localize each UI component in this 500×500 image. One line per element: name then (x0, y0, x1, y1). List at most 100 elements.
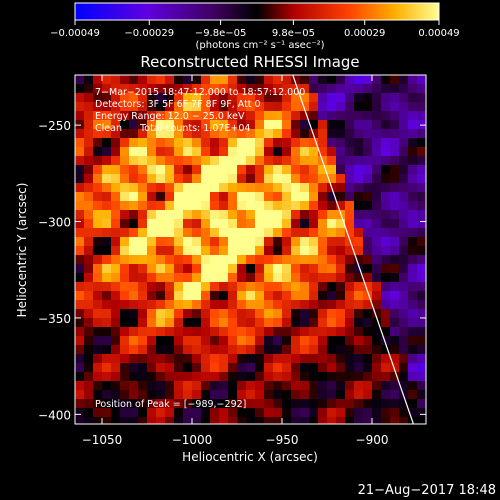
heatmap-cell (129, 264, 138, 273)
heatmap-cell (264, 111, 273, 120)
heatmap-cell (291, 417, 300, 424)
heatmap-cell (399, 291, 408, 300)
heatmap-cell (363, 84, 372, 93)
heatmap-cell (291, 318, 300, 327)
heatmap-cell (399, 183, 408, 192)
heatmap-cell (147, 372, 156, 381)
heatmap-cell (417, 138, 426, 147)
heatmap-cell (381, 228, 390, 237)
heatmap-cell (93, 174, 102, 183)
heatmap-cell (228, 381, 237, 390)
heatmap-cell (210, 354, 219, 363)
heatmap-cell (363, 264, 372, 273)
heatmap-cell (300, 102, 309, 111)
heatmap-cell (183, 219, 192, 228)
heatmap-cell (129, 156, 138, 165)
heatmap-cell (120, 336, 129, 345)
heatmap-cell (345, 354, 354, 363)
heatmap-cell (192, 255, 201, 264)
heatmap-cell (147, 237, 156, 246)
heatmap-cell (138, 228, 147, 237)
heatmap-cell (309, 174, 318, 183)
heatmap-cell (327, 93, 336, 102)
heatmap-cell (390, 84, 399, 93)
heatmap-cell (363, 210, 372, 219)
heatmap-cell (237, 111, 246, 120)
heatmap-cell (273, 354, 282, 363)
y-tick-label: −300 (38, 216, 71, 230)
heatmap-cell (120, 228, 129, 237)
heatmap-cell (291, 120, 300, 129)
heatmap-cell (309, 138, 318, 147)
heatmap-cell (228, 399, 237, 408)
heatmap-cell (129, 210, 138, 219)
heatmap-cell (282, 120, 291, 129)
heatmap-cell (219, 381, 228, 390)
heatmap-cell (345, 363, 354, 372)
heatmap-cell (354, 174, 363, 183)
heatmap-cell (318, 228, 327, 237)
heatmap-cell (156, 228, 165, 237)
heatmap-cell (75, 336, 84, 345)
heatmap-cell (210, 219, 219, 228)
heatmap-cell (156, 120, 165, 129)
heatmap-cell (210, 291, 219, 300)
heatmap-cell (192, 129, 201, 138)
heatmap-cell (84, 309, 93, 318)
heatmap-cell (390, 309, 399, 318)
heatmap-cell (201, 183, 210, 192)
heatmap-cell (228, 354, 237, 363)
heatmap-cell (300, 111, 309, 120)
heatmap-cell (291, 354, 300, 363)
heatmap-cell (201, 390, 210, 399)
heatmap-cell (354, 390, 363, 399)
heatmap-cell (336, 111, 345, 120)
heatmap-cell (138, 336, 147, 345)
heatmap-cell (120, 93, 129, 102)
heatmap-cell (408, 102, 417, 111)
heatmap-cell (165, 246, 174, 255)
heatmap-cell (237, 102, 246, 111)
heatmap-cell (390, 102, 399, 111)
heatmap-cell (201, 111, 210, 120)
heatmap-cell (174, 147, 183, 156)
heatmap-cell (84, 318, 93, 327)
heatmap-cell (408, 129, 417, 138)
heatmap-cell (399, 345, 408, 354)
heatmap-cell (93, 84, 102, 93)
heatmap-cell (165, 336, 174, 345)
heatmap-cell (84, 228, 93, 237)
heatmap-cell (138, 165, 147, 174)
heatmap-cell (219, 408, 228, 417)
heatmap-cell (372, 381, 381, 390)
heatmap-cell (201, 309, 210, 318)
heatmap-cell (399, 399, 408, 408)
heatmap-cell (228, 282, 237, 291)
heatmap-cell (174, 192, 183, 201)
heatmap-cell (183, 372, 192, 381)
heatmap-cell (381, 165, 390, 174)
heatmap-cell (390, 417, 399, 424)
heatmap-cell (192, 408, 201, 417)
heatmap-cell (102, 408, 111, 417)
heatmap-cell (417, 417, 426, 424)
heatmap-cell (273, 111, 282, 120)
heatmap-cell (93, 129, 102, 138)
heatmap-cell (75, 219, 84, 228)
heatmap-cell (237, 318, 246, 327)
heatmap-cell (327, 381, 336, 390)
heatmap-cell (282, 84, 291, 93)
heatmap-cell (102, 354, 111, 363)
heatmap-cell (345, 408, 354, 417)
heatmap-cell (282, 318, 291, 327)
heatmap-cell (228, 300, 237, 309)
heatmap-cell (354, 165, 363, 174)
heatmap-cell (336, 165, 345, 174)
heatmap-cell (381, 300, 390, 309)
heatmap-cell (75, 408, 84, 417)
heatmap-cell (210, 246, 219, 255)
heatmap-cell (156, 210, 165, 219)
heatmap-cell (183, 264, 192, 273)
heatmap-cell (102, 327, 111, 336)
annotation-clean-counts: Clean Total counts: 1.07E+04 (95, 123, 250, 134)
